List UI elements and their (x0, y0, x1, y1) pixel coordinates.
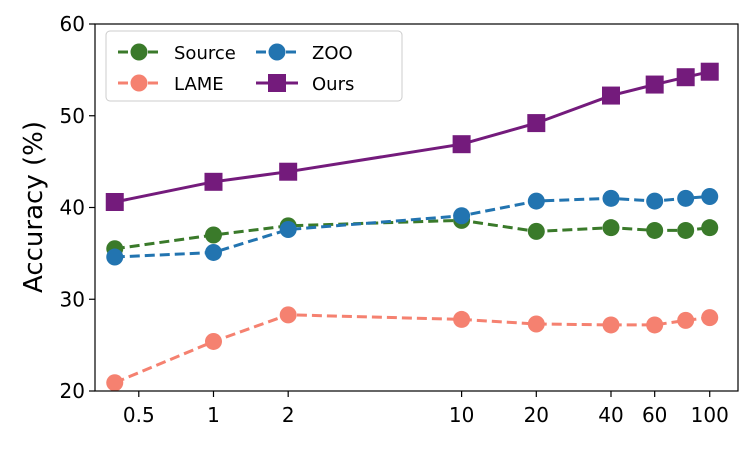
ours-point (645, 75, 664, 94)
x-tick-label: 20 (524, 403, 549, 427)
legend-label-source: Source (174, 43, 236, 64)
legend-label-ours: Ours (312, 74, 354, 95)
zoo-point (106, 248, 124, 266)
lame-point (453, 310, 471, 328)
zoo-line (114, 195, 710, 259)
legend-marker-lame (130, 74, 148, 92)
lame-point (602, 316, 620, 334)
ours-point (452, 135, 471, 154)
ours-point (105, 192, 124, 211)
lame-point (279, 306, 297, 324)
zoo-point (204, 243, 222, 261)
zoo-point (527, 192, 545, 210)
series-zoo (106, 187, 719, 266)
y-tick-label: 60 (60, 12, 85, 36)
legend-marker-zoo (268, 43, 286, 61)
zoo-point (677, 189, 695, 207)
x-tick-label: 40 (598, 403, 623, 427)
lame-point (677, 311, 695, 329)
lame-point (527, 315, 545, 333)
source-point (527, 222, 545, 240)
x-tick-label: 1 (207, 403, 220, 427)
x-tick-label: 10 (449, 403, 474, 427)
ours-point (700, 62, 719, 81)
zoo-point (646, 192, 664, 210)
x-tick-label: 2 (282, 403, 295, 427)
legend-marker-source (130, 43, 148, 61)
source-point (602, 219, 620, 237)
zoo-point (279, 221, 297, 239)
x-tick-label: 60 (642, 403, 667, 427)
legend-item-ours: Ours (256, 74, 354, 95)
legend-item-zoo: ZOO (256, 43, 353, 64)
lame-point (204, 332, 222, 350)
source-line (114, 218, 710, 251)
series-ours (105, 62, 719, 211)
x-tick-label: 100 (691, 403, 729, 427)
legend-item-source: Source (118, 43, 236, 64)
x-tick-label: 0.5 (123, 403, 155, 427)
y-tick-label: 20 (60, 379, 85, 403)
ours-point (527, 114, 546, 133)
ours-point (279, 162, 298, 181)
ours-point (601, 86, 620, 105)
series-source (106, 211, 719, 258)
legend-label-zoo: ZOO (312, 43, 353, 64)
source-point (677, 221, 695, 239)
y-axis-title: Accuracy (%) (19, 121, 49, 293)
source-point (646, 221, 664, 239)
ours-point (676, 68, 695, 87)
lame-point (106, 374, 124, 392)
ours-point (204, 172, 223, 191)
legend: Source LAME ZOO Ours (105, 30, 403, 102)
legend-frame (105, 30, 403, 102)
y-tick-label: 30 (60, 287, 85, 311)
zoo-point (453, 207, 471, 225)
lame-line (114, 313, 710, 385)
zoo-point (602, 189, 620, 207)
series-layer (105, 62, 719, 392)
source-point (204, 226, 222, 244)
lame-point (646, 316, 664, 334)
legend-marker-ours (268, 74, 286, 92)
y-tick-label: 40 (60, 196, 85, 220)
axis-layer: 20 30 40 50 60 0.5 1 2 10 20 40 60 100 (60, 12, 729, 427)
legend-label-lame: LAME (174, 74, 224, 95)
zoo-point (701, 187, 719, 205)
lame-point (701, 309, 719, 327)
y-tick-label: 50 (60, 104, 85, 128)
legend-item-lame: LAME (118, 74, 224, 95)
series-lame (106, 306, 719, 392)
source-point (701, 219, 719, 237)
